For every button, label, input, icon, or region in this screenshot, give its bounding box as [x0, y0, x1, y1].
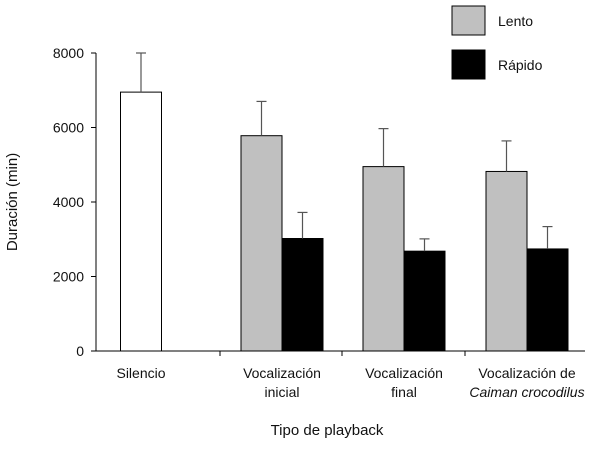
y-tick-label: 4000: [53, 194, 84, 210]
y-tick-label: 8000: [53, 45, 84, 61]
x-category-label: Vocalización: [243, 365, 321, 381]
legend-swatch-lento: [451, 5, 486, 36]
bar-lento: [240, 135, 283, 352]
bars: [120, 91, 569, 352]
bar-silencio: [120, 91, 162, 352]
legend-swatch-rápido: [451, 49, 486, 80]
y-tick-label: 0: [76, 343, 84, 359]
y-tick-label: 2000: [53, 269, 84, 285]
x-category-label: Caiman crocodilus: [469, 384, 584, 400]
y-ticks: 0 2000 4000 6000 8000: [53, 45, 96, 359]
x-category-label: Silencio: [116, 365, 165, 381]
x-axis-title: Tipo de playback: [271, 422, 384, 439]
y-tick-label: 6000: [53, 120, 84, 136]
bar-lento: [362, 166, 405, 352]
x-category-label: Vocalización: [365, 365, 443, 381]
legend-label: Lento: [498, 13, 533, 29]
x-category-label: final: [391, 384, 417, 400]
x-category-label: Vocalización de: [478, 365, 576, 381]
x-category-label: inicial: [264, 384, 299, 400]
bar-rápido: [281, 238, 324, 352]
bar-rápido: [403, 250, 446, 352]
legend-label: Rápido: [498, 57, 543, 73]
y-axis-title: Duración (min): [4, 153, 21, 251]
error-bars: [136, 52, 553, 252]
x-category-labels: Silencio Vocalización inicial Vocalización f…: [116, 365, 584, 400]
bar-lento: [485, 170, 528, 352]
legend: Lento Rápido: [451, 5, 543, 80]
bar-rápido: [526, 248, 569, 352]
